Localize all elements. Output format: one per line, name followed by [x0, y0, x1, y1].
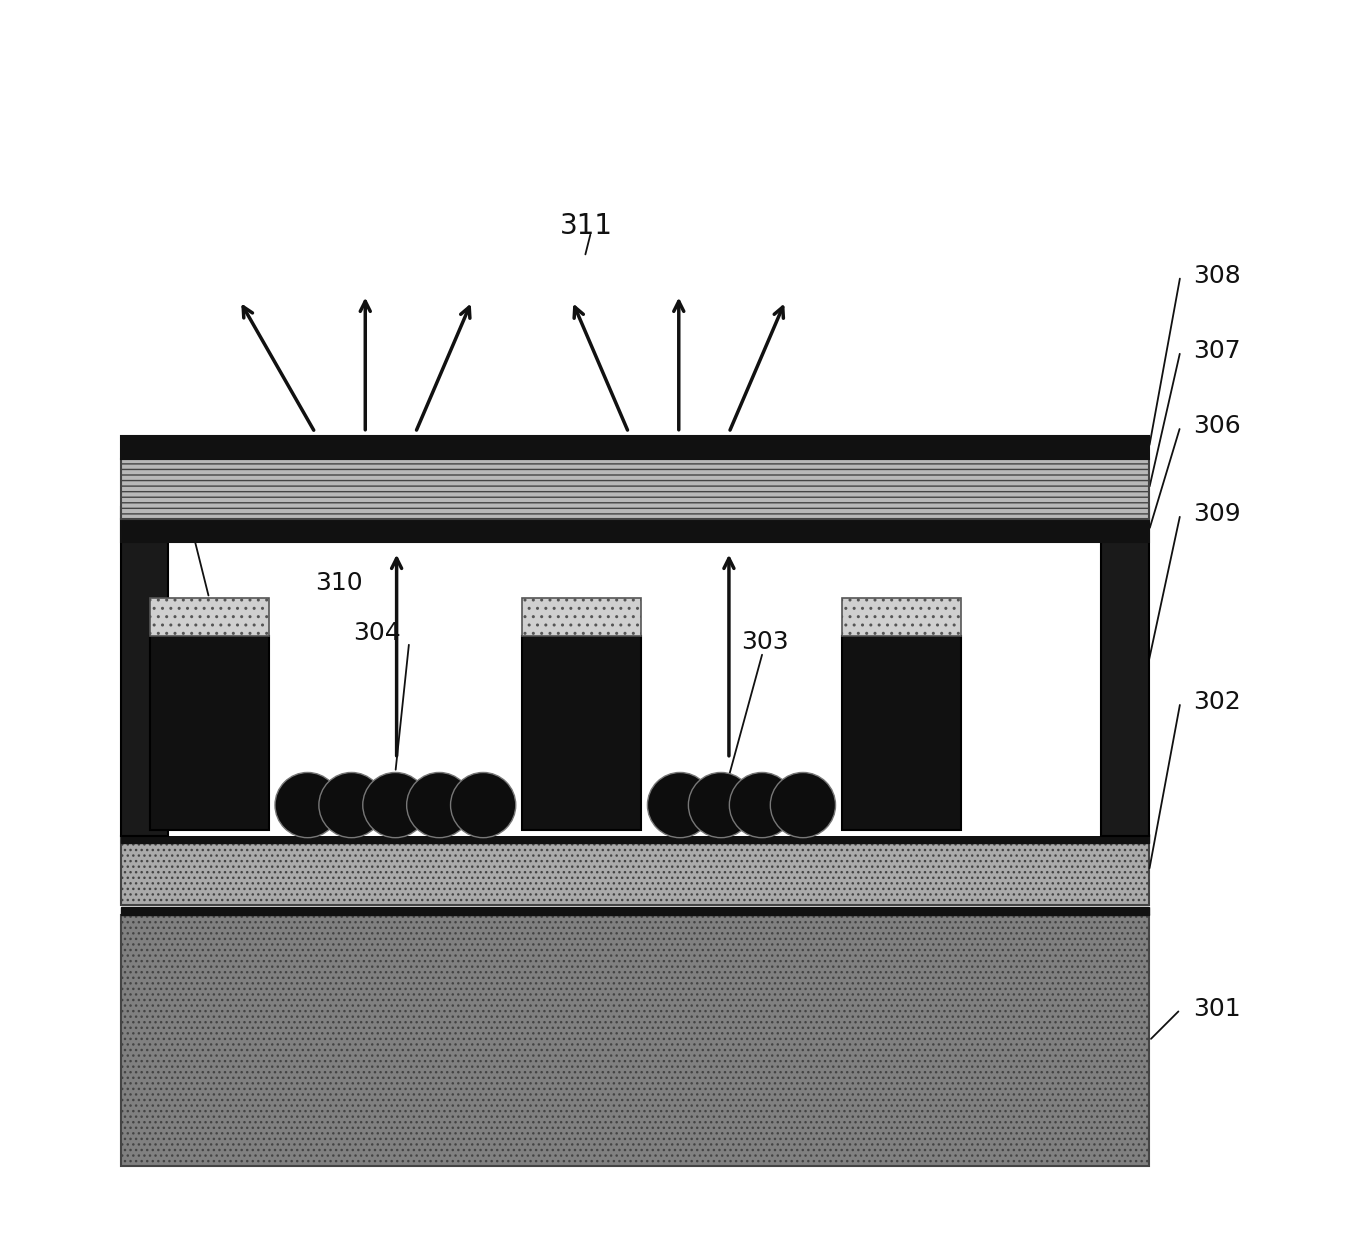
Bar	[842, 636, 960, 830]
Circle shape	[319, 772, 385, 838]
Circle shape	[274, 772, 340, 838]
Circle shape	[729, 772, 795, 838]
Bar	[1102, 507, 1149, 836]
Bar	[121, 507, 168, 836]
Circle shape	[771, 772, 835, 838]
Bar	[522, 598, 642, 636]
Bar	[121, 836, 1149, 905]
Circle shape	[689, 772, 753, 838]
Bar	[522, 636, 642, 830]
Text: 306: 306	[1193, 414, 1240, 439]
Bar	[121, 915, 1149, 1166]
Bar	[121, 834, 1149, 843]
Bar	[121, 519, 1149, 542]
Bar	[121, 907, 1149, 915]
Text: 308: 308	[1193, 263, 1240, 288]
Text: 301: 301	[1193, 997, 1240, 1022]
Text: 310: 310	[315, 571, 363, 596]
Bar	[121, 459, 1149, 519]
Bar	[149, 636, 269, 830]
Bar	[842, 598, 960, 636]
Text: 303: 303	[741, 630, 790, 655]
Text: 304: 304	[352, 621, 401, 646]
Text: 311: 311	[560, 212, 612, 240]
Text: 307: 307	[1193, 339, 1240, 364]
Circle shape	[647, 772, 713, 838]
Text: 302: 302	[1193, 690, 1240, 715]
Circle shape	[451, 772, 515, 838]
Circle shape	[406, 772, 472, 838]
Text: 309: 309	[1193, 502, 1240, 527]
Bar	[121, 436, 1149, 459]
Bar	[168, 542, 1102, 836]
Circle shape	[363, 772, 428, 838]
Text: 305: 305	[126, 495, 175, 520]
Bar	[149, 598, 269, 636]
